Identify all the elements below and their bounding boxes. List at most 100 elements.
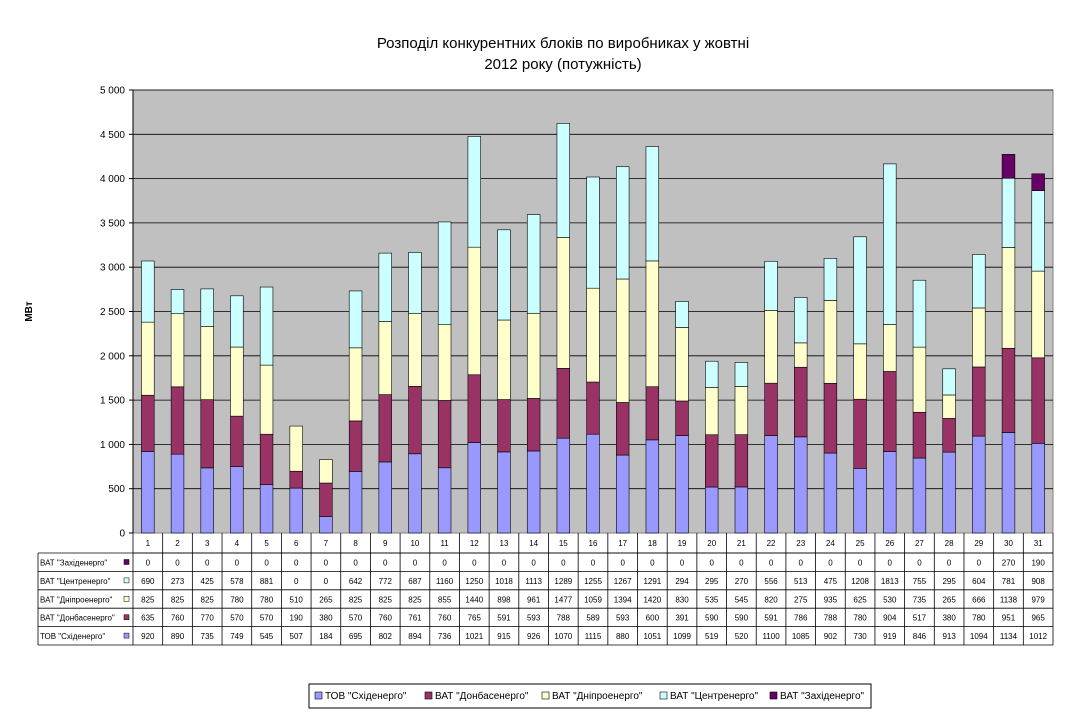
x-tick-label: 29 [974,539,983,548]
bar-segment [437,324,452,401]
data-label: 295 [942,577,956,586]
bar-segment [408,453,422,534]
bar-segment [615,454,630,534]
bar-segment [794,297,808,344]
data-label: 898 [497,595,511,604]
bar-segment [794,342,808,368]
bar-segment [1031,173,1045,191]
data-label: 666 [972,595,986,604]
data-label: 425 [201,577,215,586]
data-label: 1134 [1000,632,1018,641]
data-label: 979 [1031,595,1045,604]
x-tick-label: 30 [1004,539,1013,548]
bar-segment [259,364,274,435]
legend-entry: ВАТ "Дніпроенерго" [552,691,643,702]
bar-segment [675,400,689,436]
bar-segment [883,324,897,372]
bar-segment [912,346,927,413]
bar-segment [823,300,838,384]
x-tick-label: 1 [146,539,151,548]
legend-box [308,683,872,709]
bar-segment [912,279,927,348]
data-label: 273 [171,577,185,586]
bar-segment [170,453,185,534]
data-label: 625 [853,595,867,604]
data-label: 570 [260,614,274,623]
data-label: 0 [413,559,418,568]
legend-swatch [769,691,778,700]
data-label: 545 [260,632,274,641]
data-label: 190 [1031,559,1045,568]
bar-segment [764,435,778,534]
table-legend-key [123,559,130,565]
bar-segment [526,312,541,399]
data-label: 1070 [554,632,572,641]
legend-swatch [314,691,323,700]
bar-segment [319,516,333,534]
bar-segment [408,252,422,314]
data-label: 535 [705,595,719,604]
bar-segment [794,366,808,438]
bar-segment [170,289,185,315]
bar-segment [141,321,155,396]
data-label: 915 [497,632,511,641]
data-label: 919 [883,632,897,641]
x-tick-label: 15 [559,539,568,548]
data-label: 1160 [436,577,454,586]
data-label: 825 [408,595,422,604]
data-label: 825 [201,595,215,604]
table-row-label: ВАТ "Дніпроенерго" [40,595,113,604]
data-label: 1018 [495,577,513,586]
data-label: 591 [497,614,511,623]
bar-segment [141,260,155,323]
data-label: 590 [705,614,719,623]
data-label: 913 [942,632,956,641]
x-tick-label: 24 [826,539,835,548]
data-label: 0 [294,577,299,586]
x-tick-label: 11 [440,539,449,548]
legend-entry: ТОВ "Східенерго" [325,691,407,702]
y-tick-label: 500 [108,484,125,495]
data-label: 265 [319,595,333,604]
bar-segment [348,347,363,422]
data-label: 1420 [643,595,661,604]
data-label: 0 [205,559,210,568]
y-tick-label: 2 500 [100,307,125,318]
table-row-label: ВАТ "Донбасенерго" [40,614,115,623]
data-label: 507 [290,632,304,641]
bar-segment [823,452,838,534]
bar-segment [823,258,838,301]
bar-segment [972,307,986,368]
bar-segment [615,166,630,280]
bar-segment [497,229,511,321]
bar-segment [942,394,956,419]
legend-swatch [541,691,550,700]
data-label: 772 [379,577,393,586]
data-label: 0 [294,559,299,568]
bar-segment [1001,347,1016,433]
data-label: 545 [735,595,749,604]
x-tick-label: 9 [383,539,388,548]
bar-segment [705,486,719,534]
data-label: 0 [235,559,240,568]
data-label: 1289 [554,577,572,586]
y-tick-label: 1 500 [100,396,125,407]
data-label: 0 [561,559,566,568]
data-label: 760 [379,614,393,623]
bar-segment [645,439,660,534]
bar-segment [230,415,244,467]
bar-segment [1031,357,1045,444]
x-tick-label: 3 [205,539,210,548]
y-tick-label: 5 000 [100,86,125,97]
data-label: 0 [709,559,714,568]
data-label: 294 [675,577,689,586]
data-label: 642 [349,577,363,586]
data-label: 0 [828,559,833,568]
bar-segment [378,461,392,534]
x-tick-label: 16 [589,539,598,548]
bar-segment [170,386,185,455]
data-label: 0 [591,559,596,568]
data-label: 890 [171,632,185,641]
data-label: 1208 [851,577,869,586]
data-label: 391 [675,614,689,623]
